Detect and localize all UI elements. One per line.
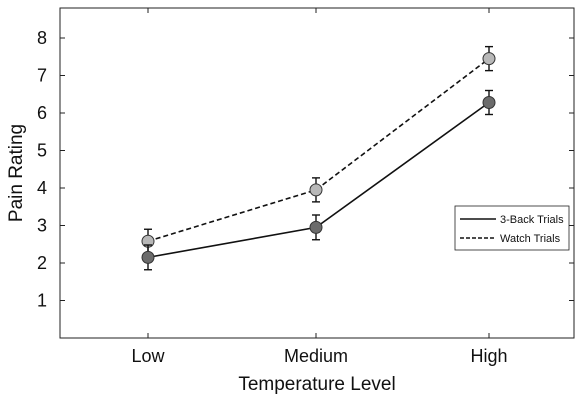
series-line [147, 101, 490, 259]
y-tick-label: 5 [37, 141, 47, 161]
data-point [309, 220, 323, 234]
series-layer [141, 45, 496, 271]
x-tick-label: Medium [284, 346, 348, 366]
plot-area [59, 7, 575, 339]
y-axis-title: Pain Rating [6, 124, 27, 222]
y-axis: 1 2 3 4 5 6 7 8 [37, 28, 574, 311]
y-tick-label: 4 [37, 178, 47, 198]
y-tick-label: 2 [37, 253, 47, 273]
y-tick-label: 7 [37, 66, 47, 86]
data-point [141, 250, 155, 264]
x-tick-label: High [470, 346, 507, 366]
data-point [482, 52, 496, 66]
x-axis: Low Medium High [131, 8, 508, 366]
legend-box [454, 205, 570, 251]
y-tick-label: 3 [37, 216, 47, 236]
x-axis-title: Temperature Level [238, 374, 395, 395]
legend-label: Watch Trials [500, 233, 561, 245]
x-tick-label: Low [131, 346, 165, 366]
y-tick-label: 8 [37, 28, 47, 48]
series-line [147, 57, 490, 243]
data-point [309, 183, 323, 197]
y-tick-label: 6 [37, 103, 47, 123]
legend-label: 3-Back Trials [500, 214, 564, 226]
data-point [482, 96, 496, 109]
legend: 3-Back Trials Watch Trials [454, 205, 570, 251]
y-tick-label: 1 [37, 291, 47, 311]
series-0 [141, 89, 496, 271]
plot-frame [59, 7, 575, 339]
